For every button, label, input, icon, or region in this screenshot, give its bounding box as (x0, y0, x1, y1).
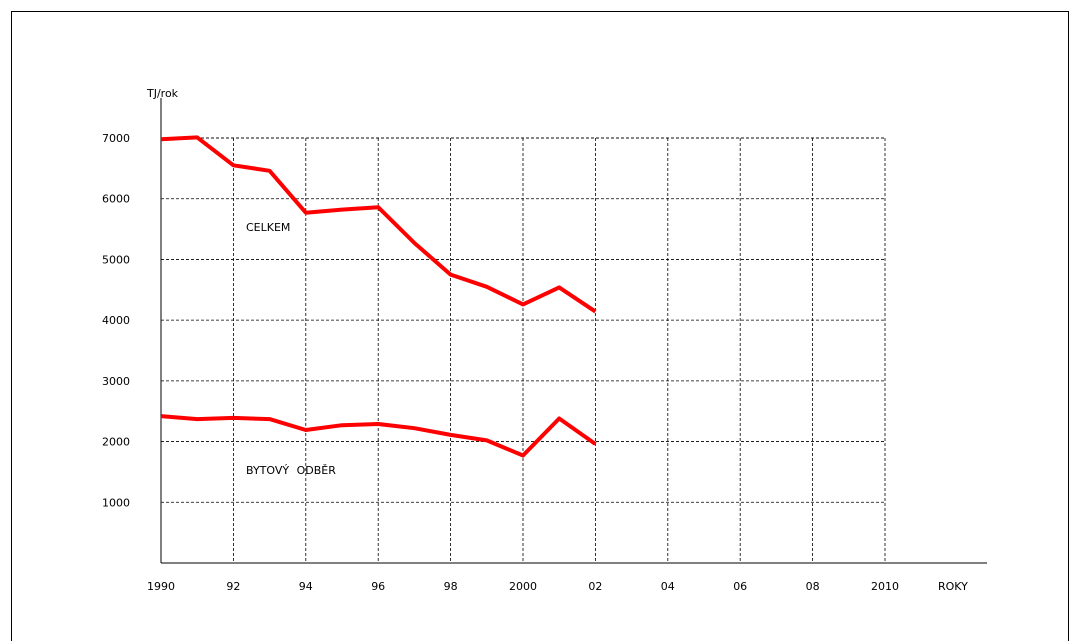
chart-frame (11, 11, 1069, 641)
y-tick-label: 2000 (102, 436, 130, 449)
y-tick-label: 7000 (102, 132, 130, 145)
x-tick-label: 98 (444, 580, 458, 593)
y-tick-label: 4000 (102, 314, 130, 327)
y-tick-labels: 1000 2000 3000 4000 5000 6000 7000 (102, 132, 130, 509)
x-tick-label: 04 (661, 580, 675, 593)
y-axis-label: TJ/rok (146, 87, 179, 100)
series-label-celkem: CELKEM (246, 221, 290, 234)
y-tick-label: 6000 (102, 193, 130, 206)
x-tick-label: 2010 (871, 580, 899, 593)
y-tick-label: 5000 (102, 253, 130, 266)
x-tick-label: 92 (226, 580, 240, 593)
y-tick-label: 3000 (102, 375, 130, 388)
grid (161, 137, 886, 563)
x-tick-label: 2000 (509, 580, 537, 593)
series-line-0 (160, 135, 597, 314)
x-axis-label: ROKY (938, 580, 968, 593)
x-tick-label: 02 (588, 580, 602, 593)
x-tick-label: 94 (299, 580, 313, 593)
series-label-bytovy-odber: BYTOVÝ ODBĚR (246, 464, 336, 477)
y-tick-label: 1000 (102, 496, 130, 509)
series-lines (160, 135, 597, 458)
x-tick-label: 06 (733, 580, 747, 593)
series-line-1 (160, 414, 597, 458)
x-tick-label: 08 (806, 580, 820, 593)
x-tick-labels: 1990 92 94 96 98 2000 02 04 06 08 2010 (147, 580, 899, 593)
x-tick-label: 1990 (147, 580, 175, 593)
x-tick-label: 96 (371, 580, 385, 593)
